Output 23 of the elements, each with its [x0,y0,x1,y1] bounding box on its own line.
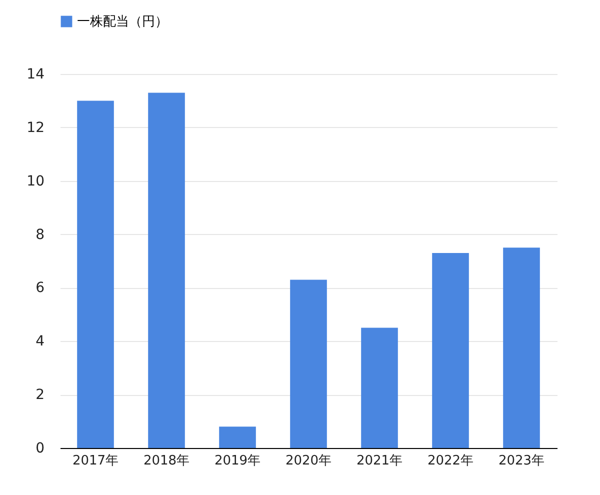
bar [219,426,256,448]
y-tick-label: 2 [36,387,44,404]
y-tick-label: 14 [26,66,45,82]
bar [77,100,114,448]
y-tick-label: 0 [36,440,44,456]
bar [503,248,540,448]
bar [290,280,327,448]
x-tick-label: 2018年 [143,454,190,468]
y-tick-label: 6 [36,280,45,296]
y-tick-label: 4 [36,334,45,350]
x-tick-label: 2017年 [72,454,119,468]
legend-label: 一株配当（円） [77,14,168,30]
x-tick-label: 2020年 [285,454,332,468]
bar [432,252,469,448]
x-tick-label: 2021年 [356,454,403,468]
y-tick-label: 12 [26,120,44,136]
x-tick-label: 2022年 [427,454,474,468]
y-tick-label: 8 [36,226,44,243]
x-tick-label: 2019年 [214,454,261,468]
bar [148,92,185,448]
bar [361,328,398,448]
y-tick-label: 10 [26,173,44,190]
x-tick-label: 2023年 [498,454,545,468]
